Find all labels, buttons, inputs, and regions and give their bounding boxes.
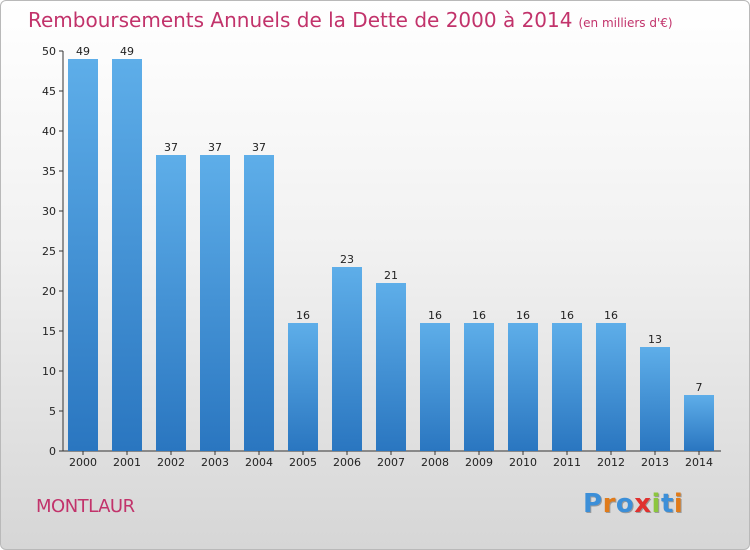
bar-2000 — [68, 59, 98, 451]
bar-2014 — [684, 395, 714, 451]
x-tick-label: 2014 — [685, 456, 713, 469]
logo-letter: x — [634, 489, 652, 519]
bar-value-label: 23 — [340, 253, 354, 266]
y-tick-label: 0 — [49, 445, 56, 458]
bar-2003 — [200, 155, 230, 451]
chart-subtitle: (en milliers d'€) — [578, 16, 673, 30]
x-tick-label: 2006 — [333, 456, 361, 469]
x-tick-label: 2012 — [597, 456, 625, 469]
x-tick-label: 2008 — [421, 456, 449, 469]
bar-2013 — [640, 347, 670, 451]
bar-2007 — [376, 283, 406, 451]
logo-letter: t — [660, 489, 674, 519]
y-tick-label: 20 — [42, 285, 56, 298]
x-tick-label: 2001 — [113, 456, 141, 469]
bar-2006 — [332, 267, 362, 451]
x-tick-label: 2011 — [553, 456, 581, 469]
bar-value-label: 37 — [252, 141, 266, 154]
bar-2008 — [420, 323, 450, 451]
bar-2005 — [288, 323, 318, 451]
logo-letter: r — [602, 489, 616, 519]
x-tick-label: 2003 — [201, 456, 229, 469]
bar-2004 — [244, 155, 274, 451]
logo-letter: o — [615, 489, 635, 519]
x-tick-label: 2005 — [289, 456, 317, 469]
bar-value-label: 16 — [516, 309, 530, 322]
logo-letter: i — [673, 489, 684, 519]
x-tick-label: 2013 — [641, 456, 669, 469]
y-tick-label: 5 — [49, 405, 56, 418]
y-tick-label: 45 — [42, 85, 56, 98]
logo-letter: i — [651, 489, 661, 519]
bar-value-label: 49 — [76, 45, 90, 58]
y-tick-label: 10 — [42, 365, 56, 378]
y-tick-label: 35 — [42, 165, 56, 178]
bar-2002 — [156, 155, 186, 451]
bar-2009 — [464, 323, 494, 451]
commune-name: MONTLAUR — [36, 496, 135, 517]
y-axis-ticks: 0 5 10 15 20 25 30 35 40 45 50 — [42, 45, 63, 458]
chart-title: Remboursements Annuels de la Dette de 20… — [28, 8, 673, 32]
y-tick-label: 40 — [42, 125, 56, 138]
x-axis-ticks: 2000 2001 2002 2003 2004 2005 2006 2007 2008 2009… — [69, 451, 713, 469]
y-tick-label: 50 — [42, 45, 56, 58]
bars-group: 49 49 37 37 37 16 23 21 16 16 16 16 16 13 7 — [68, 45, 714, 451]
bar-value-label: 16 — [428, 309, 442, 322]
x-tick-label: 2002 — [157, 456, 185, 469]
x-tick-label: 2009 — [465, 456, 493, 469]
bar-value-label: 13 — [648, 333, 662, 346]
bar-value-label: 21 — [384, 269, 398, 282]
bar-2011 — [552, 323, 582, 451]
y-tick-label: 15 — [42, 325, 56, 338]
y-tick-label: 25 — [42, 245, 56, 258]
bar-value-label: 37 — [208, 141, 222, 154]
bar-2012 — [596, 323, 626, 451]
logo-letter: P — [583, 489, 603, 519]
x-tick-label: 2007 — [377, 456, 405, 469]
x-tick-label: 2010 — [509, 456, 537, 469]
y-tick-label: 30 — [42, 205, 56, 218]
bar-2010 — [508, 323, 538, 451]
bar-value-label: 49 — [120, 45, 134, 58]
bar-value-label: 7 — [696, 381, 703, 394]
proxiti-logo: Proxiti — [583, 489, 683, 519]
x-tick-label: 2004 — [245, 456, 273, 469]
x-tick-label: 2000 — [69, 456, 97, 469]
bar-value-label: 16 — [604, 309, 618, 322]
bar-value-label: 16 — [560, 309, 574, 322]
bar-2001 — [112, 59, 142, 451]
bar-value-label: 16 — [472, 309, 486, 322]
bar-value-label: 16 — [296, 309, 310, 322]
bar-value-label: 37 — [164, 141, 178, 154]
